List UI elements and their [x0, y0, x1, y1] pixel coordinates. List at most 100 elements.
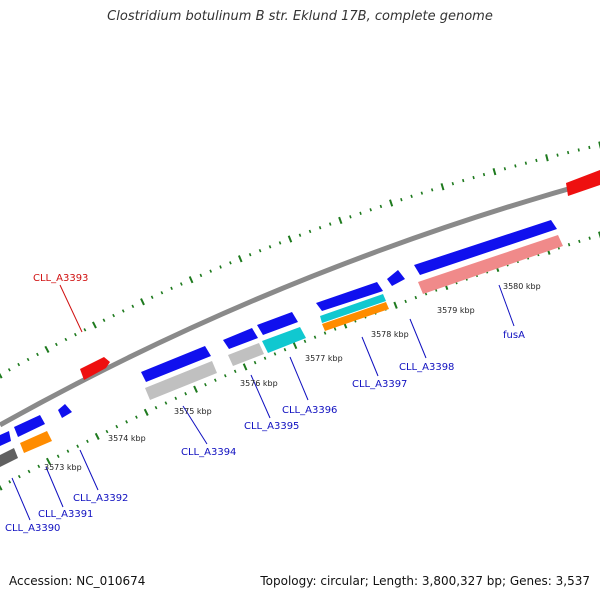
- leader-line-cll-a3392: [79, 449, 99, 491]
- minor-tick: [112, 313, 116, 318]
- minor-tick: [253, 360, 257, 365]
- gene-label-cll-a3396[interactable]: CLL_A3396: [282, 405, 337, 416]
- minor-tick: [83, 328, 87, 332]
- gene-label-cll-a3391[interactable]: CLL_A3391: [38, 509, 93, 520]
- gene-label-cll-a3390[interactable]: CLL_A3390: [5, 523, 60, 534]
- kbp-label: 3575 kbp: [174, 407, 212, 416]
- leader-line-cll-a3393: [59, 284, 83, 333]
- gene-label-cll-a3393[interactable]: CLL_A3393: [33, 273, 88, 284]
- minor-tick: [199, 273, 203, 278]
- minor-tick: [278, 241, 282, 245]
- rna-feature-top-right[interactable]: [566, 170, 600, 196]
- leader-line-cll-a3397: [361, 336, 379, 377]
- minor-tick: [535, 158, 538, 163]
- gene-label-cll-a3392[interactable]: CLL_A3392: [73, 493, 128, 504]
- minor-tick: [213, 378, 217, 382]
- gene-arrow-fusa[interactable]: [414, 220, 557, 275]
- minor-tick: [102, 318, 106, 322]
- minor-tick: [170, 286, 173, 291]
- cds-bar-cll-a3391[interactable]: [20, 431, 52, 453]
- major-tick: [287, 235, 293, 243]
- minor-tick: [115, 424, 119, 429]
- minor-tick: [588, 145, 591, 150]
- gene-arrow-cll-a3397[interactable]: [316, 282, 383, 311]
- major-tick: [242, 363, 248, 371]
- cds-bar-cll-a3395[interactable]: [228, 343, 264, 366]
- map-title: Clostridium botulinum B str. Eklund 17B,…: [107, 9, 493, 24]
- accession-text: Accession: NC_010674: [9, 574, 146, 588]
- minor-tick: [154, 405, 158, 410]
- minor-tick: [400, 197, 403, 202]
- minor-tick: [303, 339, 307, 344]
- minor-tick: [174, 396, 178, 401]
- minor-tick: [164, 401, 168, 405]
- minor-tick: [36, 352, 39, 357]
- major-tick: [598, 231, 600, 239]
- major-tick: [0, 484, 3, 491]
- leader-line-cll-a3395: [250, 374, 271, 419]
- gene-arrow-cll-a3390[interactable]: [0, 431, 11, 446]
- kbp-label: 3577 kbp: [305, 354, 343, 363]
- minor-tick: [8, 480, 12, 484]
- gene-arrow-cll-a3398[interactable]: [387, 270, 405, 286]
- minor-tick: [209, 269, 213, 273]
- minor-tick: [420, 191, 424, 195]
- minor-tick: [273, 352, 277, 356]
- gene-arrow-cll-a3396[interactable]: [257, 312, 298, 335]
- minor-tick: [135, 415, 138, 419]
- cds-bar-fusa[interactable]: [418, 235, 563, 294]
- gene-arrow-cll-a3392[interactable]: [58, 404, 72, 418]
- minor-tick: [349, 215, 352, 219]
- gene-label-cll-a3394[interactable]: CLL_A3394: [181, 447, 236, 458]
- minor-tick: [258, 248, 262, 253]
- leader-line-cll-a3396: [289, 356, 309, 401]
- minor-tick: [27, 469, 31, 474]
- minor-tick: [578, 239, 581, 244]
- gene-arrow-cll-a3391[interactable]: [14, 415, 45, 437]
- minor-tick: [131, 304, 135, 309]
- major-tick: [143, 408, 149, 416]
- minor-tick: [503, 167, 507, 171]
- cds-bar-cll-a3396[interactable]: [262, 327, 306, 353]
- minor-tick: [37, 464, 41, 469]
- minor-tick: [86, 439, 89, 443]
- cds-bar-cll-a3397-cyan[interactable]: [320, 294, 386, 323]
- minor-tick: [514, 164, 517, 168]
- minor-tick: [318, 226, 322, 230]
- minor-tick: [17, 474, 21, 479]
- minor-tick: [223, 374, 227, 378]
- minor-tick: [76, 444, 80, 448]
- gene-label-cll-a3398[interactable]: CLL_A3398: [399, 362, 454, 373]
- minor-tick: [64, 337, 68, 342]
- major-tick: [389, 199, 394, 207]
- cds-bar-cll-a3394[interactable]: [145, 361, 217, 400]
- major-tick: [193, 385, 198, 393]
- minor-tick: [482, 172, 486, 177]
- major-tick: [393, 301, 398, 309]
- genome-summary-text: Topology: circular; Length: 3,800,327 bp…: [260, 574, 590, 588]
- cds-bar-cll-a3397-orange[interactable]: [322, 302, 389, 331]
- kbp-label: 3580 kbp: [503, 282, 541, 291]
- inner-tick-row: [0, 231, 600, 491]
- major-tick: [292, 341, 298, 350]
- minor-tick: [567, 242, 571, 247]
- major-tick: [140, 298, 145, 306]
- minor-tick: [588, 236, 591, 240]
- major-tick: [440, 183, 445, 191]
- gene-arrow-cll-a3394[interactable]: [141, 346, 211, 382]
- minor-tick: [263, 356, 267, 360]
- rna-feature-cll-a3393[interactable]: [80, 357, 110, 380]
- gene-label-cll-a3395[interactable]: CLL_A3395: [244, 421, 299, 432]
- kbp-label: 3579 kbp: [437, 306, 475, 315]
- cds-bar-cll-a3390[interactable]: [0, 448, 18, 467]
- leader-line-cll-a3391: [45, 466, 64, 508]
- gene-label-cll-a3397[interactable]: CLL_A3397: [352, 379, 407, 390]
- gene-label-fusa[interactable]: fusA: [503, 330, 525, 341]
- gene-arrow-cll-a3395[interactable]: [223, 328, 258, 349]
- minor-tick: [229, 261, 232, 265]
- minor-tick: [219, 265, 222, 269]
- minor-tick: [204, 382, 207, 387]
- minor-tick: [369, 208, 372, 212]
- minor-tick: [308, 229, 312, 234]
- leader-line-cll-a3390: [11, 477, 31, 521]
